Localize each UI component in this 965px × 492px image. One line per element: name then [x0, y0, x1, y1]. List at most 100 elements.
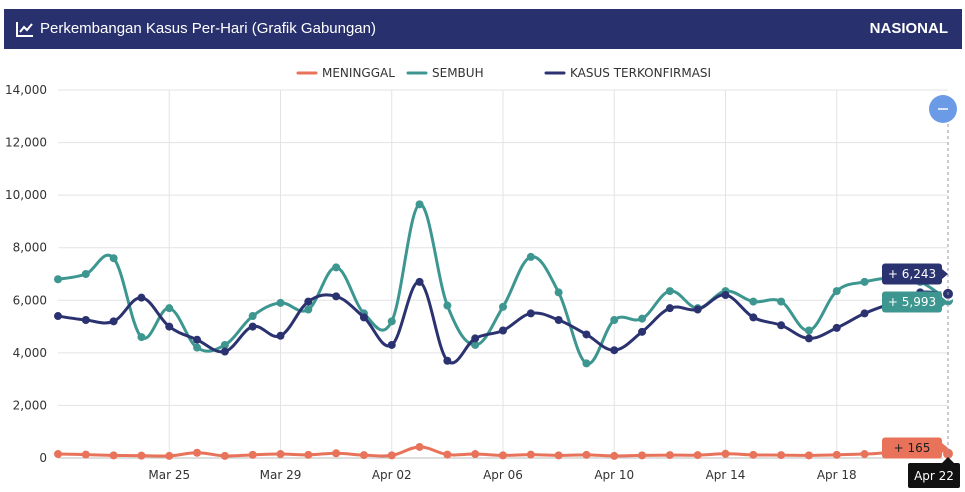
data-point-meninggal[interactable] [415, 442, 424, 451]
data-point-terkonfirmasi[interactable] [387, 340, 396, 349]
data-point-terkonfirmasi[interactable] [499, 326, 507, 335]
data-point-meninggal[interactable] [81, 450, 90, 459]
data-point-terkonfirmasi[interactable] [137, 293, 146, 302]
data-point-meninggal[interactable] [693, 451, 702, 460]
data-point-sembuh[interactable] [248, 312, 257, 321]
data-point-terkonfirmasi[interactable] [693, 305, 702, 314]
data-point-meninggal[interactable] [777, 451, 786, 460]
data-point-meninggal[interactable] [499, 451, 507, 460]
data-point-sembuh[interactable] [193, 343, 202, 352]
data-point-sembuh[interactable] [443, 301, 452, 310]
tooltip-pointer [942, 297, 948, 307]
legend-item-terkonfirmasi[interactable]: KASUS TERKONFIRMASI [544, 66, 711, 80]
data-point-terkonfirmasi[interactable] [220, 347, 229, 356]
data-point-sembuh[interactable] [415, 200, 424, 209]
data-point-terkonfirmasi[interactable] [610, 346, 619, 355]
legend-item-sembuh[interactable]: SEMBUH [406, 66, 484, 80]
data-point-terkonfirmasi[interactable] [526, 309, 535, 318]
data-point-meninggal[interactable] [248, 450, 257, 459]
data-point-sembuh[interactable] [804, 326, 813, 335]
y-tick-label: 14,000 [5, 83, 47, 97]
data-point-meninggal[interactable] [638, 451, 647, 460]
data-point-sembuh[interactable] [304, 305, 313, 314]
data-point-meninggal[interactable] [54, 450, 62, 459]
data-point-sembuh[interactable] [777, 297, 786, 306]
data-point-terkonfirmasi[interactable] [749, 313, 758, 322]
zoom-out-button[interactable] [929, 95, 957, 123]
data-point-meninggal[interactable] [721, 449, 730, 458]
data-point-terkonfirmasi[interactable] [415, 277, 424, 286]
data-point-terkonfirmasi[interactable] [81, 316, 90, 324]
data-point-terkonfirmasi[interactable] [276, 331, 285, 340]
data-point-sembuh[interactable] [582, 359, 591, 368]
data-point-terkonfirmasi[interactable] [165, 322, 174, 331]
data-point-meninggal[interactable] [137, 451, 146, 460]
data-point-meninggal[interactable] [610, 451, 619, 460]
tooltip-sembuh: + 5,993 [882, 291, 948, 313]
data-point-meninggal[interactable] [359, 451, 368, 460]
data-point-meninggal[interactable] [220, 451, 229, 460]
x-axis: Mar 25 Mar 29 Apr 02 Apr 06 Apr 10 Apr 14 Apr … [58, 457, 948, 482]
data-point-terkonfirmasi[interactable] [248, 322, 257, 331]
data-point-meninggal[interactable] [387, 451, 396, 460]
data-point-terkonfirmasi[interactable] [665, 304, 674, 313]
data-point-meninggal[interactable] [165, 451, 174, 460]
data-point-terkonfirmasi[interactable] [860, 309, 869, 318]
data-point-terkonfirmasi[interactable] [443, 356, 452, 365]
data-point-sembuh[interactable] [332, 263, 341, 272]
date-tag-label: Apr 22 [914, 469, 954, 483]
data-point-sembuh[interactable] [749, 297, 758, 306]
data-point-sembuh[interactable] [220, 340, 229, 349]
data-point-meninggal[interactable] [443, 450, 452, 459]
data-point-terkonfirmasi[interactable] [721, 291, 730, 300]
data-point-sembuh[interactable] [137, 333, 146, 342]
data-point-sembuh[interactable] [54, 275, 62, 284]
data-point-terkonfirmasi[interactable] [638, 327, 647, 336]
data-point-sembuh[interactable] [832, 287, 841, 296]
legend-label: MENINGGAL [322, 66, 395, 80]
data-point-terkonfirmasi[interactable] [804, 334, 813, 343]
data-point-sembuh[interactable] [471, 340, 480, 349]
data-point-terkonfirmasi[interactable] [332, 292, 341, 301]
data-point-meninggal[interactable] [860, 450, 869, 459]
data-point-meninggal[interactable] [332, 449, 341, 458]
data-point-terkonfirmasi[interactable] [193, 335, 202, 344]
legend-item-meninggal[interactable]: MENINGGAL [296, 66, 395, 80]
data-point-sembuh[interactable] [860, 277, 869, 286]
data-point-terkonfirmasi[interactable] [832, 323, 841, 332]
data-point-sembuh[interactable] [665, 287, 674, 296]
data-point-meninggal[interactable] [749, 450, 758, 459]
data-point-terkonfirmasi[interactable] [777, 321, 786, 330]
data-point-sembuh[interactable] [276, 298, 285, 307]
data-point-meninggal[interactable] [276, 450, 285, 459]
data-point-terkonfirmasi[interactable] [109, 317, 118, 326]
data-point-terkonfirmasi[interactable] [54, 312, 62, 321]
data-point-sembuh[interactable] [526, 252, 535, 261]
data-point-terkonfirmasi[interactable] [554, 316, 563, 324]
data-point-meninggal[interactable] [193, 448, 202, 457]
data-point-terkonfirmasi[interactable] [582, 330, 591, 339]
legend[interactable]: MENINGGAL SEMBUH KASUS TERKONFIRMASI [296, 66, 711, 80]
data-point-meninggal[interactable] [832, 450, 841, 459]
data-point-meninggal[interactable] [526, 450, 535, 459]
data-point-meninggal[interactable] [471, 450, 480, 459]
data-point-meninggal[interactable] [109, 451, 118, 460]
data-point-sembuh[interactable] [387, 317, 396, 326]
y-tick-label: 4,000 [13, 346, 47, 360]
data-point-meninggal[interactable] [665, 451, 674, 460]
data-point-terkonfirmasi[interactable] [359, 313, 368, 322]
data-point-sembuh[interactable] [81, 270, 90, 278]
data-point-terkonfirmasi[interactable] [304, 297, 313, 306]
data-point-meninggal[interactable] [804, 451, 813, 460]
data-point-sembuh[interactable] [165, 304, 174, 313]
data-point-terkonfirmasi[interactable] [471, 334, 480, 343]
x-tick-label: Apr 18 [817, 468, 857, 482]
data-point-sembuh[interactable] [499, 302, 507, 311]
data-point-sembuh[interactable] [638, 314, 647, 323]
data-point-sembuh[interactable] [554, 288, 563, 297]
data-point-sembuh[interactable] [109, 254, 118, 263]
data-point-meninggal[interactable] [582, 450, 591, 459]
data-point-sembuh[interactable] [610, 316, 619, 324]
data-point-meninggal[interactable] [554, 451, 563, 460]
data-point-meninggal[interactable] [304, 450, 313, 459]
